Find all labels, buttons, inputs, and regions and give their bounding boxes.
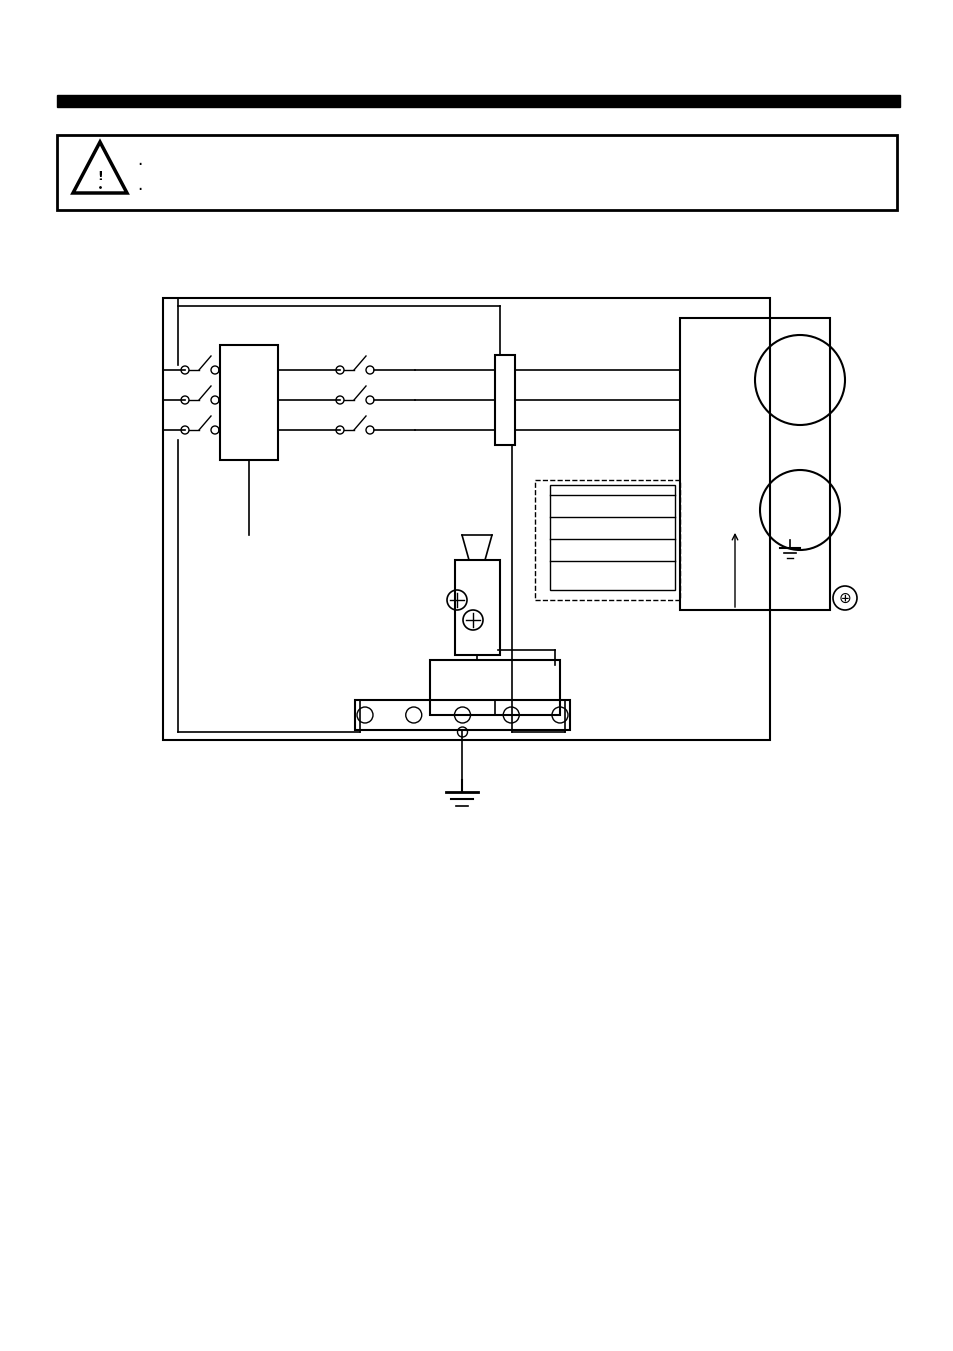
Bar — [57, 135, 896, 209]
Text: ·: · — [137, 155, 142, 174]
Text: ·: · — [137, 181, 142, 199]
Bar — [455, 561, 499, 655]
Bar — [535, 480, 679, 600]
Bar — [163, 299, 769, 740]
Bar — [57, 95, 899, 107]
Text: ⊕: ⊕ — [838, 590, 850, 605]
Bar — [495, 355, 515, 444]
Bar — [679, 317, 829, 611]
Bar — [220, 345, 277, 459]
Bar — [430, 661, 559, 715]
Text: !: ! — [97, 170, 103, 184]
Bar — [550, 485, 675, 590]
Bar — [355, 700, 569, 730]
